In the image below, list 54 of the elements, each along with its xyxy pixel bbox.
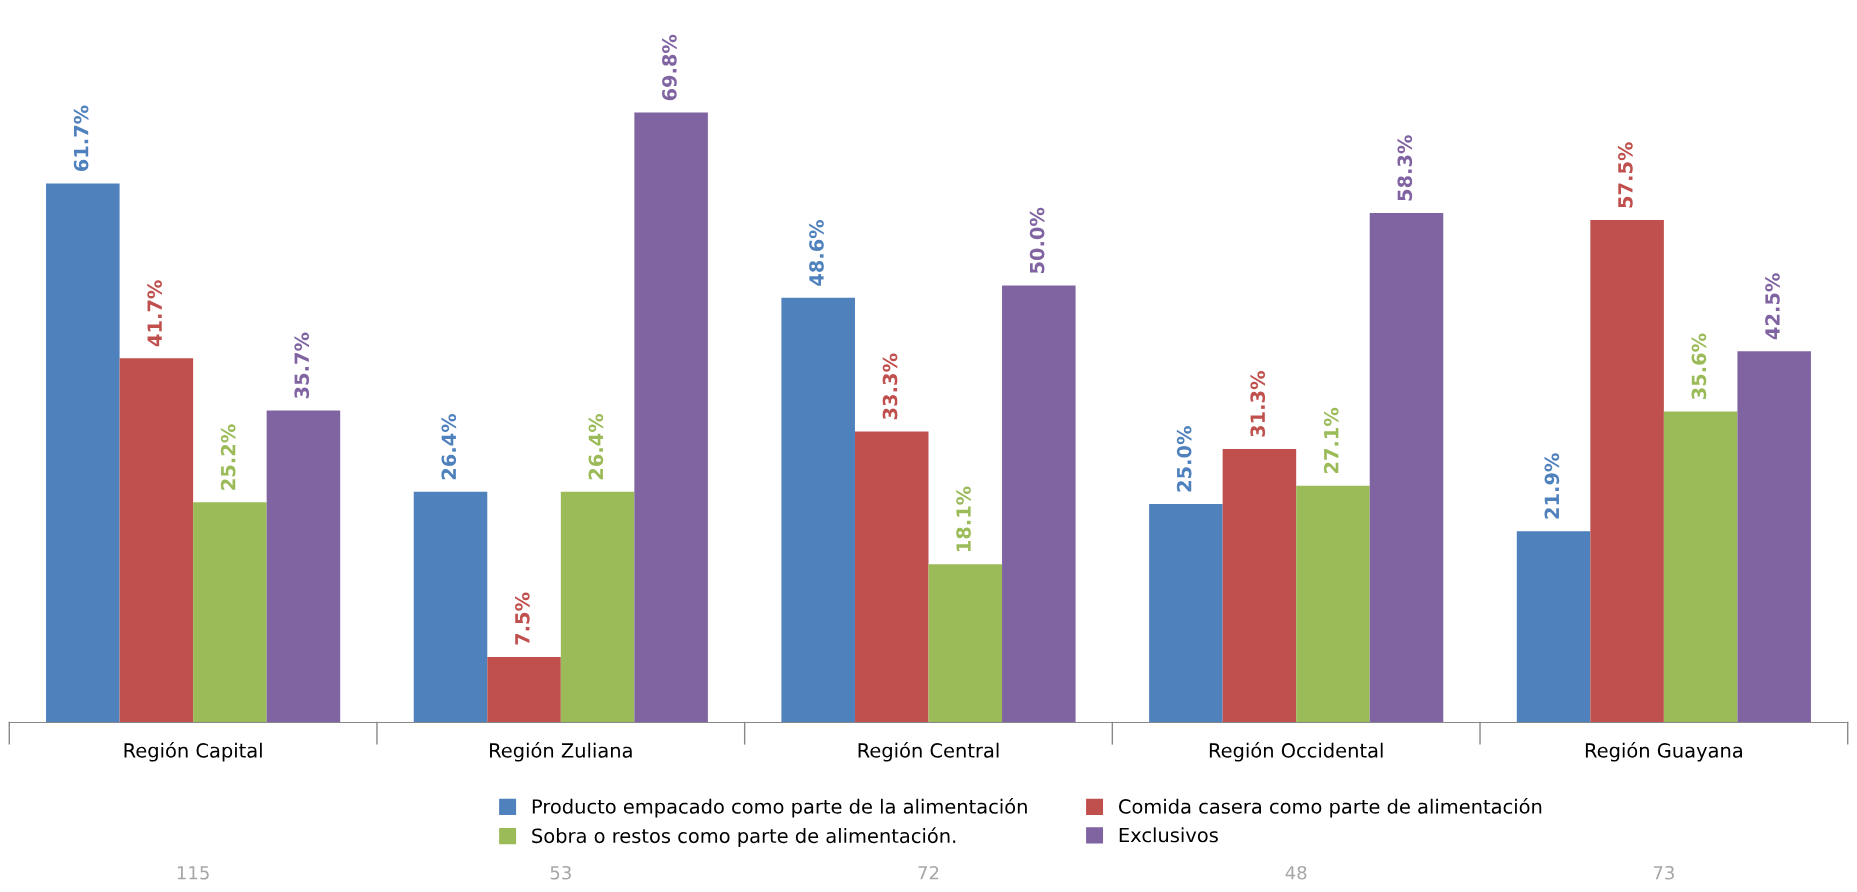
- bar: [193, 502, 267, 723]
- bar: [1149, 504, 1223, 723]
- bar: [1590, 220, 1664, 723]
- data-label: 41.7%: [147, 280, 162, 347]
- data-label: 61.7%: [73, 105, 89, 172]
- data-label: 25.2%: [220, 424, 236, 490]
- legend-label: Comida casera como parte de alimentación: [1118, 798, 1542, 818]
- x-tick-label: Región Guayana: [1585, 741, 1742, 762]
- bar: [1516, 531, 1591, 723]
- bar: [1369, 213, 1444, 723]
- legend-label: Sobra o restos como parte de alimentación.: [532, 827, 956, 847]
- text: 72: [918, 865, 939, 880]
- text: 73: [1653, 865, 1674, 880]
- bar: [46, 183, 120, 723]
- bar: [928, 564, 1003, 723]
- bar: [487, 656, 561, 723]
- data-label: 42.5%: [1765, 273, 1780, 340]
- text: 53: [550, 865, 571, 880]
- bar: [1663, 411, 1738, 723]
- bar: [266, 410, 341, 723]
- bar: [1737, 351, 1811, 723]
- bar: [413, 491, 488, 723]
- data-label: 33.3%: [882, 353, 898, 420]
- bar: [1002, 285, 1076, 723]
- text: 48: [1285, 865, 1307, 880]
- bar: [854, 431, 929, 723]
- x-tick-label: Región Occidental: [1209, 741, 1383, 762]
- data-label: 26.4%: [441, 413, 457, 480]
- data-label: 25.0%: [1176, 426, 1192, 492]
- legend-label: Producto empacado como parte de la alimentación: [532, 798, 1027, 818]
- data-label: 48.6%: [809, 219, 824, 286]
- data-label: 35.6%: [1691, 333, 1707, 400]
- legend-label: Exclusivos: [1119, 827, 1218, 843]
- bar: [560, 491, 635, 723]
- bar: [634, 112, 708, 723]
- data-label: 27.1%: [1323, 407, 1339, 474]
- data-label: 7.5%: [514, 592, 530, 645]
- data-label: 18.1%: [956, 486, 971, 552]
- bar: [1222, 449, 1297, 723]
- data-label: 31.3%: [1250, 371, 1266, 437]
- data-label: 58.3%: [1397, 135, 1413, 201]
- text: 115: [177, 866, 209, 880]
- data-label: 21.9%: [1544, 453, 1560, 519]
- data-label: 57.5%: [1618, 142, 1633, 208]
- bar: [781, 297, 855, 723]
- bar: [1296, 485, 1370, 723]
- x-tick-label: Región Central: [858, 741, 999, 762]
- data-label: 69.8%: [662, 34, 677, 101]
- x-tick-label: Región Capital: [124, 741, 262, 762]
- x-tick-label: Región Zuliana: [490, 741, 632, 762]
- data-label: 35.7%: [294, 332, 310, 399]
- data-label: 26.4%: [588, 413, 604, 480]
- data-label: 50.0%: [1029, 207, 1045, 274]
- bar: [119, 358, 194, 723]
